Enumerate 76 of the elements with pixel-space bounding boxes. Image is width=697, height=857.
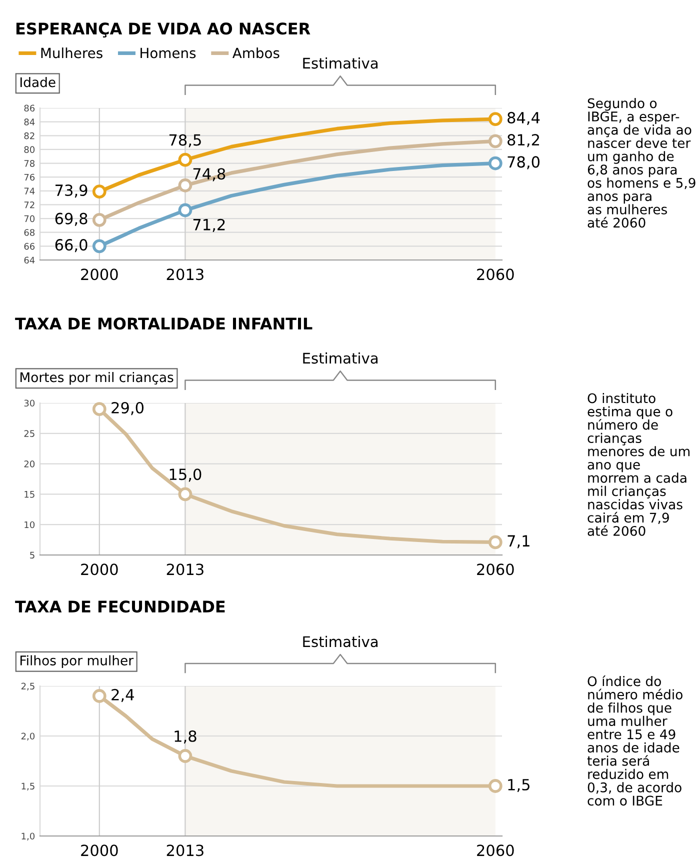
text: O instituto estima que o número de crianças menores de um ano que morrem a cada mil crianças nascidas vivas cairá em 7,9 até 2060 — [588, 393, 690, 536]
x-tick-label: 2013 — [166, 268, 204, 280]
y-axis-title: Idade — [20, 76, 56, 88]
data-label: 2,4 — [112, 688, 134, 702]
point — [488, 779, 502, 793]
x-tick-label: 2013 — [166, 844, 204, 856]
point — [488, 134, 502, 148]
y-tick-label: 84 — [24, 118, 35, 126]
data-label: 74,8 — [193, 168, 226, 182]
chart-title: TAXA DE MORTALIDADE INFANTIL — [15, 318, 312, 330]
y-tick-label: 66 — [24, 242, 35, 250]
y-tick-label: 76 — [24, 174, 35, 181]
point — [92, 239, 106, 254]
y-tick-label: 64 — [24, 256, 35, 264]
chart-title: ESPERANÇA DE VIDA AO NASCER — [16, 22, 310, 38]
point — [178, 749, 192, 763]
x-tick-label: 2060 — [477, 268, 514, 280]
data-label: 15,0 — [170, 468, 202, 482]
y-tick-label: 5 — [30, 552, 34, 559]
point — [92, 402, 106, 416]
point — [488, 112, 502, 126]
point — [92, 212, 106, 227]
x-tick-label: 2000 — [81, 268, 118, 280]
y-tick-label: 25 — [24, 430, 34, 437]
y-tick-label: 70 — [24, 215, 35, 222]
data-label: 78,0 — [508, 156, 540, 170]
data-label: 1,8 — [174, 730, 196, 744]
y-tick-label: 1,5 — [22, 782, 34, 790]
y-tick-label: 15 — [24, 491, 34, 498]
band-label: Estimativa — [303, 57, 378, 69]
chart-title: TAXA DE FECUNDIDADE — [15, 600, 225, 613]
data-label: 69,8 — [55, 212, 88, 226]
point — [92, 689, 106, 703]
legend-label: Ambos — [232, 48, 280, 58]
data-label: 71,2 — [193, 218, 225, 232]
data-label: 1,5 — [508, 779, 530, 792]
data-label: 84,4 — [508, 112, 540, 126]
text: O índice do número médio de filhos que uma mulher entre 15 e 49 anos de idade teria será reduzido em 0,3, de acordo com o IBGE — [587, 675, 682, 806]
y-axis-title: Filhos por mulher — [20, 655, 134, 668]
point — [92, 184, 106, 199]
x-tick-label: 2060 — [477, 844, 514, 856]
data-label: 73,9 — [56, 184, 88, 198]
point — [488, 535, 502, 550]
y-tick-label: 20 — [24, 460, 35, 468]
band-label: Estimativa — [303, 636, 378, 648]
data-label: 66,0 — [55, 239, 88, 252]
y-tick-label: 68 — [24, 229, 35, 236]
legend-label: Mulheres — [41, 48, 102, 58]
y-tick-label: 10 — [24, 521, 35, 528]
y-tick-label: 80 — [24, 146, 35, 154]
y-tick-label: 72 — [24, 201, 34, 208]
x-tick-label: 2013 — [166, 564, 204, 576]
x-tick-label: 2000 — [81, 844, 118, 856]
y-tick-label: 74 — [24, 188, 35, 194]
x-tick-label: 2060 — [477, 564, 514, 576]
x-tick-label: 2000 — [81, 564, 118, 576]
point — [178, 203, 192, 218]
y-tick-label: 2,0 — [21, 732, 35, 740]
y-tick-label: 78 — [24, 160, 35, 167]
y-tick-label: 82 — [24, 132, 34, 140]
data-label: 7,1 — [508, 535, 530, 548]
y-axis-title: Mortes por mil crianças — [20, 372, 174, 385]
y-tick-label: 86 — [24, 104, 35, 112]
data-label: 78,5 — [169, 134, 201, 148]
y-tick-label: 1,0 — [22, 832, 35, 840]
point — [488, 156, 502, 170]
y-tick-label: 2,5 — [21, 682, 34, 690]
text: Segundo o IBGE, a esper- ança de vida ao nascer deve ter um ganho de 6,8 anos para os homens e 5,9 anos para as mulheres até 2060 — [588, 98, 696, 228]
data-label: 81,2 — [508, 134, 539, 148]
point — [178, 152, 192, 167]
y-tick-label: 30 — [24, 400, 35, 407]
band-label: Estimativa — [303, 352, 378, 364]
point — [178, 178, 192, 192]
data-label: 29,0 — [112, 402, 144, 416]
legend-label: Homens — [140, 48, 196, 58]
point — [178, 487, 192, 502]
